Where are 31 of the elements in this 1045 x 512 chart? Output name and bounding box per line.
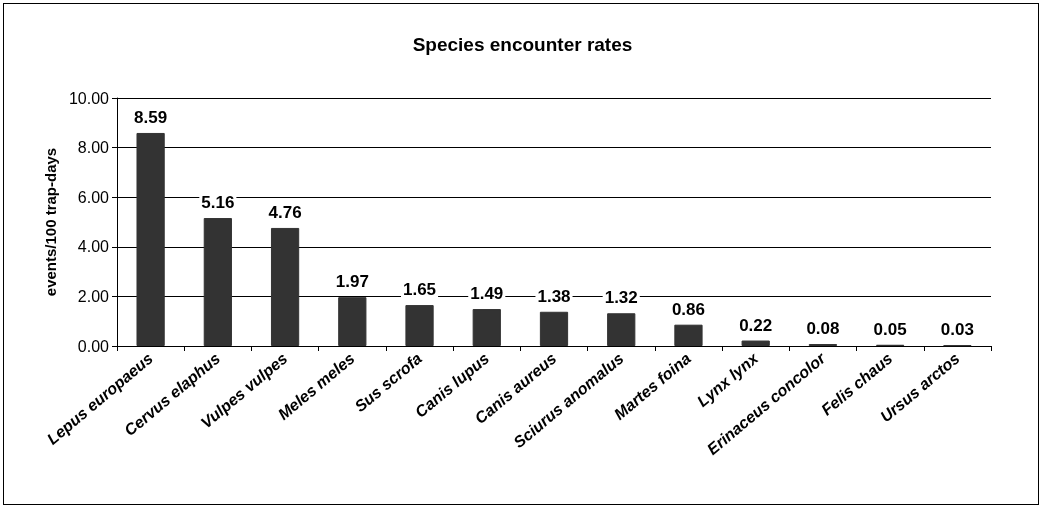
bar [270,227,300,346]
y-tick-label: 4.00 [77,238,110,256]
bar [741,340,770,346]
bar [472,309,501,346]
data-label: 5.16 [201,193,235,213]
y-tick-label: 2.00 [77,287,110,305]
data-label: 0.05 [873,319,907,339]
y-tick-label: 10.00 [68,89,110,107]
data-label: 1.65 [402,280,437,300]
data-label: 0.86 [671,299,706,319]
data-label: 1.38 [537,286,571,306]
bar [607,313,636,346]
y-tick-label: 8.00 [77,139,110,157]
data-label: 0.22 [739,315,773,335]
bar [136,132,165,346]
data-label: 1.32 [604,288,638,308]
bar [674,324,703,346]
y-axis-title: events/100 trap-days [42,147,60,297]
y-tick-label: 6.00 [77,188,110,206]
y-tick-label: 0.00 [77,337,110,355]
chart-title: Species encounter rates [412,34,633,55]
data-label: 1.49 [470,284,504,304]
data-label: 8.59 [134,107,168,127]
bar [539,311,569,346]
bar [203,218,232,346]
data-label: 0.08 [806,319,840,339]
bar [405,305,434,346]
data-label: 1.97 [335,272,369,292]
bar [338,297,367,346]
data-label: 0.03 [940,320,974,340]
data-label: 4.76 [268,202,302,222]
